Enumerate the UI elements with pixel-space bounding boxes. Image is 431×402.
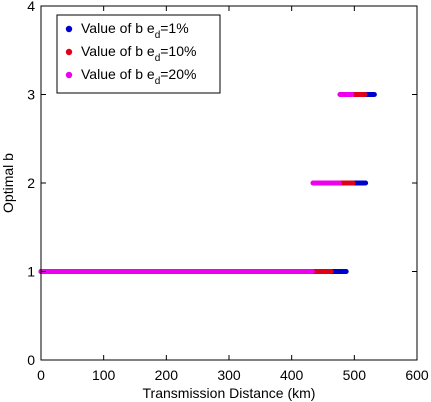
x-tick-label: 500 [343, 367, 367, 383]
legend-box [56, 14, 221, 94]
y-tick-label: 1 [27, 264, 35, 280]
x-tick-label: 0 [37, 367, 45, 383]
x-tick-label: 100 [92, 367, 116, 383]
y-tick-label: 4 [27, 0, 35, 14]
legend-marker-ed-10 [65, 48, 73, 56]
legend-entry-ed-1: Value of b ed=1% [65, 20, 189, 41]
legend-marker-ed-1 [65, 25, 73, 33]
y-tick-label: 2 [27, 175, 35, 191]
legend: Value of b ed=1% Value of b ed=10% Value… [56, 14, 221, 94]
legend-label-ed-10: Value of b ed=10% [81, 43, 196, 64]
plot-area [38, 92, 377, 274]
legend-entry-ed-10: Value of b ed=10% [65, 43, 196, 64]
legend-label-ed-20: Value of b ed=20% [81, 66, 196, 87]
x-tick-label: 300 [217, 367, 241, 383]
y-axis-title: Optimal b [0, 153, 16, 213]
y-tick-label: 0 [27, 352, 35, 368]
legend-entry-ed-20: Value of b ed=20% [65, 66, 196, 87]
x-tick-label: 400 [280, 367, 304, 383]
x-axis-title: Transmission Distance (km) [143, 385, 316, 401]
legend-marker-ed-20 [65, 71, 73, 79]
y-tick-label: 3 [27, 87, 35, 103]
axis-ticks: 0 100 200 300 400 500 600 0 1 2 3 4 [27, 0, 429, 383]
x-tick-label: 200 [155, 367, 179, 383]
x-tick-label: 600 [405, 367, 429, 383]
legend-label-ed-1: Value of b ed=1% [81, 20, 189, 41]
